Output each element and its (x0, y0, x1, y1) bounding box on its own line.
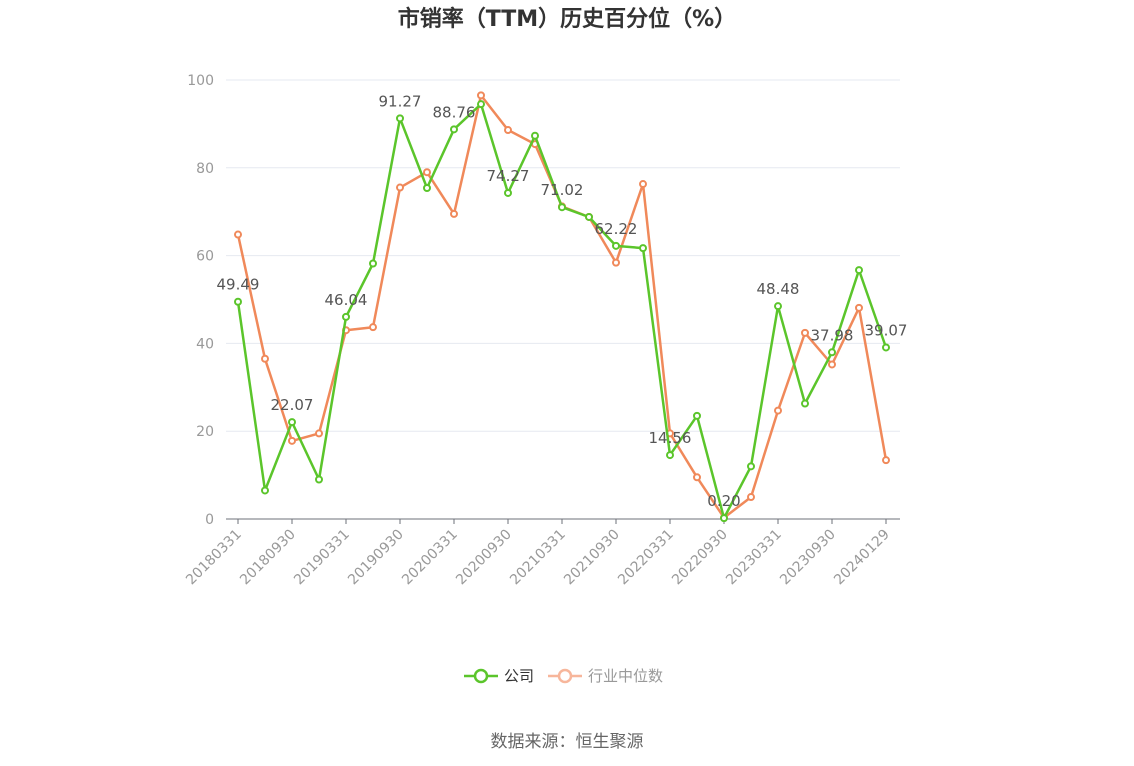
y-tick-label: 80 (196, 161, 214, 177)
data-point[interactable] (612, 258, 620, 267)
x-tick-label: 20230331 (723, 527, 785, 589)
data-point[interactable] (450, 125, 458, 134)
data-point[interactable] (747, 462, 755, 471)
data-label: 37.98 (811, 326, 854, 344)
data-label: 49.49 (217, 276, 260, 294)
data-label: 14.56 (649, 429, 692, 447)
data-labels: 49.49 22.07 46.04 91.27 88.76 74.27 71.02 62.22… (217, 92, 908, 510)
y-tick-label: 60 (196, 249, 214, 265)
x-tick-label: 20190930 (345, 527, 407, 589)
data-point[interactable] (477, 91, 485, 100)
data-point[interactable] (774, 406, 782, 415)
data-label: 62.22 (595, 220, 638, 238)
legend[interactable]: 公司 行业中位数 (464, 667, 663, 685)
data-point[interactable] (774, 302, 782, 311)
legend-marker (557, 668, 573, 684)
data-point[interactable] (855, 266, 863, 275)
data-point[interactable] (504, 126, 512, 135)
x-tick-label: 20190331 (291, 527, 353, 589)
y-tick-label: 100 (187, 73, 214, 89)
data-point[interactable] (234, 230, 242, 239)
data-point[interactable] (261, 354, 269, 363)
series-layer (234, 91, 890, 523)
data-point[interactable] (639, 244, 647, 253)
data-label: 88.76 (433, 103, 476, 121)
data-point[interactable] (396, 183, 404, 192)
data-point[interactable] (828, 360, 836, 369)
y-axis: 0 20 40 60 80 100 (187, 73, 214, 528)
data-point[interactable] (801, 399, 809, 408)
data-label: 71.02 (541, 181, 584, 199)
data-label: 74.27 (487, 167, 530, 185)
data-point[interactable] (315, 429, 323, 438)
data-label: 0.20 (707, 492, 740, 510)
legend-item-0[interactable]: 公司 (464, 667, 534, 685)
x-axis: 2018033120180930201903312019093020200331… (183, 518, 900, 589)
data-point[interactable] (882, 456, 890, 465)
legend-marker (473, 668, 489, 684)
source-note: 数据来源：恒生聚源 (491, 732, 644, 752)
data-point[interactable] (315, 475, 323, 484)
x-tick-label: 20230930 (777, 527, 839, 589)
data-point[interactable] (639, 180, 647, 189)
data-label: 39.07 (865, 321, 908, 339)
x-tick-label: 20240129 (831, 527, 893, 589)
y-tick-label: 20 (196, 424, 214, 440)
data-point[interactable] (612, 241, 620, 250)
data-label: 46.04 (325, 291, 368, 309)
data-point[interactable] (234, 297, 242, 306)
legend-label: 公司 (504, 667, 534, 685)
x-tick-label: 20180331 (183, 527, 245, 589)
data-point[interactable] (666, 451, 674, 460)
x-tick-label: 20210331 (507, 527, 569, 589)
x-tick-label: 20200331 (399, 527, 461, 589)
data-point[interactable] (747, 493, 755, 502)
data-point[interactable] (531, 131, 539, 140)
legend-item-1[interactable]: 行业中位数 (548, 667, 663, 685)
data-point[interactable] (288, 436, 296, 445)
data-point[interactable] (450, 209, 458, 218)
x-tick-label: 20200930 (453, 527, 515, 589)
data-point[interactable] (504, 188, 512, 197)
data-point[interactable] (720, 514, 728, 523)
data-point[interactable] (882, 343, 890, 352)
data-point[interactable] (288, 418, 296, 427)
data-point[interactable] (369, 259, 377, 268)
data-point[interactable] (423, 183, 431, 192)
data-point[interactable] (396, 114, 404, 123)
x-tick-label: 20210930 (561, 527, 623, 589)
x-tick-label: 20220331 (615, 527, 677, 589)
data-point[interactable] (477, 100, 485, 109)
data-label: 91.27 (379, 92, 422, 110)
data-point[interactable] (423, 168, 431, 177)
legend-label: 行业中位数 (588, 667, 663, 685)
series-line-0 (236, 102, 888, 520)
data-point[interactable] (558, 203, 566, 212)
data-label: 48.48 (757, 280, 800, 298)
data-point[interactable] (585, 212, 593, 221)
y-tick-label: 0 (205, 512, 214, 528)
data-point[interactable] (693, 411, 701, 420)
data-label: 22.07 (271, 396, 314, 414)
x-tick-label: 20220930 (669, 527, 731, 589)
x-tick-label: 20180930 (237, 527, 299, 589)
chart-title: 市销率（TTM）历史百分位（%） (398, 6, 736, 32)
data-point[interactable] (369, 323, 377, 332)
data-point[interactable] (342, 312, 350, 321)
data-point[interactable] (828, 348, 836, 357)
data-point[interactable] (855, 303, 863, 312)
data-point[interactable] (801, 328, 809, 337)
y-tick-label: 40 (196, 336, 214, 352)
data-point[interactable] (261, 486, 269, 495)
data-point[interactable] (693, 473, 701, 482)
